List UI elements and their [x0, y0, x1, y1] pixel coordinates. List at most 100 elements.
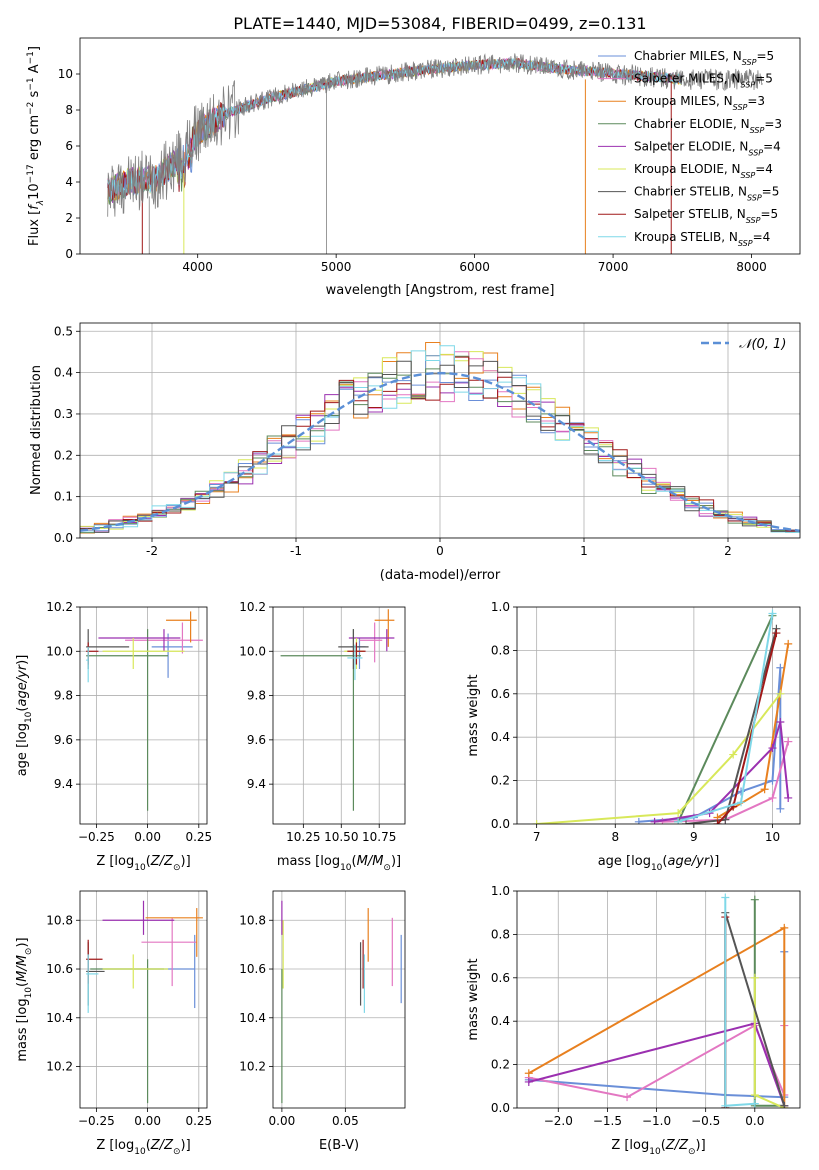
y-tick-label: 10.8 — [46, 913, 73, 927]
x-tick-label: 0.00 — [134, 830, 161, 844]
error-point-chabrier-elodie — [86, 629, 169, 811]
error-point-salpeter-elodie — [102, 900, 175, 935]
x-tick-label: 4000 — [182, 260, 213, 274]
x-axis-label: (data-model)/error — [380, 568, 501, 583]
y-axis-label: mass [log10(M/M⊙)] — [15, 937, 34, 1061]
x-tick-label: 8000 — [736, 260, 767, 274]
weight-marker — [750, 1090, 759, 1099]
weight-series-kroupa-elodie — [532, 689, 785, 824]
x-tick-label: −0.5 — [691, 1114, 720, 1128]
y-tick-label: 0.2 — [54, 448, 73, 462]
axes-frame: −0.25 0.00 0.25 10.2 10.4 10.6 10.8 — [46, 890, 212, 1128]
y-tick-label: 0.1 — [54, 490, 73, 504]
axes-frame: −2.0 −1.5 −1.0 −0.5 0.0 0.0 0.2 0.4 0.6 0.8 1.0 — [491, 884, 801, 1128]
weight-marker — [776, 718, 785, 727]
error-point-chabrier-elodie — [280, 629, 361, 811]
plot-area — [517, 891, 800, 1108]
legend-label: Salpeter STELIB, NSSP=5 — [634, 207, 778, 225]
weight-marker — [784, 793, 793, 802]
weight-marker — [768, 609, 777, 618]
error-point-kroupa-elodie — [344, 638, 365, 669]
legend: Chabrier MILES, NSSP=5 Salpeter MILES, NS… — [598, 49, 782, 247]
spectrum-panel: 4000 5000 6000 7000 8000 0 2 4 6 8 10 Flux [fλ10−17… — [26, 37, 801, 298]
x-tick-label: −1.5 — [593, 1114, 622, 1128]
legend-label: Kroupa ELODIE, NSSP=4 — [634, 162, 773, 180]
y-tick-label: 0.0 — [54, 531, 73, 545]
plot-area — [273, 607, 405, 824]
legend-label: Salpeter ELODIE, NSSP=4 — [634, 139, 781, 157]
y-tick-label: 10.2 — [46, 600, 73, 614]
weight-marker — [784, 737, 793, 746]
y-tick-label: 0.4 — [54, 366, 73, 380]
weight-marker — [776, 689, 785, 698]
x-tick-label: 0.0 — [745, 1114, 764, 1128]
y-tick-label: 9.8 — [54, 689, 73, 703]
weight-marker — [772, 629, 781, 638]
y-tick-label: 0.8 — [491, 927, 510, 941]
error-point-salpeter-miles — [141, 917, 197, 987]
y-tick-label: 0.6 — [491, 687, 510, 701]
y-tick-label: 0.6 — [491, 971, 510, 985]
x-tick-label: 0.25 — [185, 830, 212, 844]
axes-border — [516, 606, 801, 825]
weight-series-kroupa-stelib — [674, 609, 777, 824]
weight-marker — [780, 923, 789, 932]
y-tick-label: 4 — [65, 175, 73, 189]
weight-marker — [674, 817, 683, 824]
weight-line — [677, 615, 774, 823]
weight-marker — [737, 798, 746, 807]
weight-marker — [750, 973, 759, 982]
x-tick-label: 10 — [765, 830, 780, 844]
x-tick-label: 7 — [533, 830, 541, 844]
y-tick-label: 2 — [65, 211, 73, 225]
x-tick-label: 0.25 — [185, 1114, 212, 1128]
weight-line — [662, 741, 790, 823]
weight-marker — [721, 893, 730, 902]
y-tick-label: 9.4 — [247, 777, 266, 791]
x-axis-label: Z [log10(Z/Z⊙)] — [96, 854, 190, 873]
x-tick-label: 10.75 — [362, 830, 396, 844]
x-tick-label: −0.25 — [78, 830, 115, 844]
x-tick-label: 0.00 — [269, 1114, 296, 1128]
y-tick-label: 0.3 — [54, 407, 73, 421]
weight-marker — [682, 820, 691, 824]
age-vs-mass-panel: 10.25 10.50 10.75 9.4 9.6 9.8 10.0 10.2 mass [lo… — [239, 600, 406, 873]
mass-vs-extinction-panel: 0.00 0.05 10.2 10.4 10.6 10.8 E(B-V) — [239, 890, 406, 1153]
x-tick-label: 0.00 — [134, 1114, 161, 1128]
error-point-kroupa-miles — [166, 611, 197, 643]
weight-marker — [768, 744, 777, 753]
weight-marker — [524, 1069, 533, 1078]
plot-area — [517, 607, 800, 824]
x-axis-label: wavelength [Angstrom, rest frame] — [326, 283, 555, 298]
legend-label: Chabrier ELODIE, NSSP=3 — [634, 117, 782, 135]
age-vs-metallicity-panel: −0.25 0.00 0.25 9.4 9.6 9.8 10.0 10.2 Z [log10(Z… — [15, 600, 212, 873]
weight-marker — [768, 776, 777, 785]
error-point-salpeter-elodie — [98, 629, 181, 652]
legend: 𝒩(0, 1) — [701, 337, 786, 352]
y-tick-label: 0.0 — [491, 817, 510, 831]
residual-histogram-salpeter-stelib — [80, 356, 800, 533]
x-tick-label: 10.25 — [286, 830, 320, 844]
weight-line — [685, 628, 778, 824]
y-tick-label: 6 — [65, 139, 73, 153]
y-tick-label: 0 — [65, 247, 73, 261]
weight-vs-metallicity-panel: −2.0 −1.5 −1.0 −0.5 0.0 0.0 0.2 0.4 0.6 0.8 1.0 mas… — [466, 884, 801, 1157]
axes-frame: 4000 5000 6000 7000 8000 0 2 4 6 8 10 — [58, 37, 801, 274]
y-tick-label: 9.6 — [54, 733, 73, 747]
error-point-chabrier-stelib — [86, 629, 130, 669]
error-point-chabrier-stelib — [338, 629, 369, 669]
error-point-chabrier-elodie — [90, 959, 164, 1104]
plot-area — [80, 323, 800, 538]
y-tick-label: 0.2 — [491, 1058, 510, 1072]
y-axis-label: mass weight — [466, 674, 481, 756]
legend-label: Chabrier STELIB, NSSP=5 — [634, 185, 779, 203]
legend-label: Kroupa MILES, NSSP=3 — [634, 94, 765, 112]
x-axis-label: mass [log10(M/M⊙)] — [277, 854, 401, 873]
x-tick-label: −2.0 — [544, 1114, 573, 1128]
y-tick-label: 10.2 — [239, 1060, 266, 1074]
weight-vs-age-panel: 7 8 9 10 0.0 0.2 0.4 0.6 0.8 1.0 mass weight age [l… — [466, 600, 801, 873]
x-tick-label: −0.25 — [78, 1114, 115, 1128]
mass-vs-metallicity-panel: −0.25 0.00 0.25 10.2 10.4 10.6 10.8 Z [log10(Z/… — [15, 890, 212, 1157]
weight-marker — [674, 809, 683, 818]
